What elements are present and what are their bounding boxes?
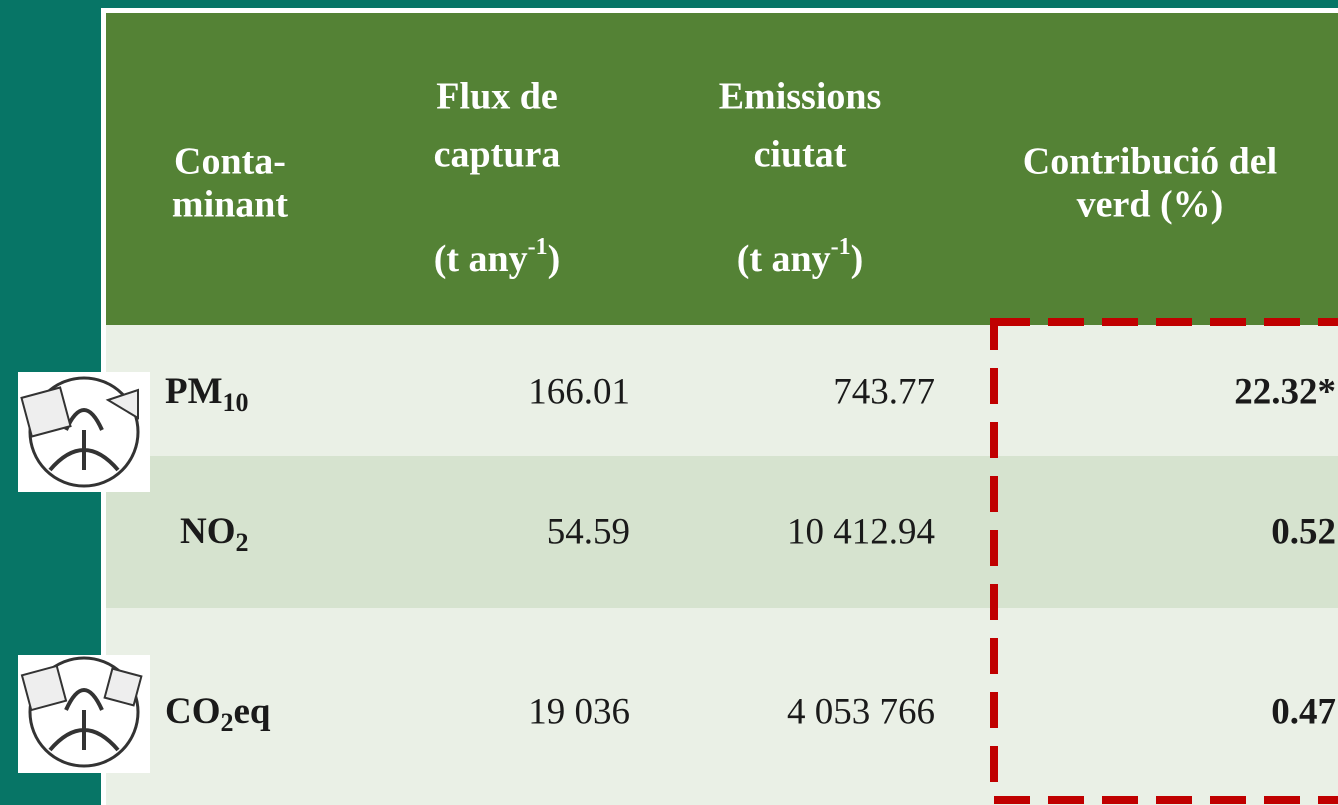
unit-part: ) [548, 238, 561, 280]
header-text: Contribució del [1023, 141, 1277, 183]
pollutant-part: NO [180, 511, 236, 552]
pollutant-part: 2 [236, 528, 249, 557]
icon-co2 [18, 655, 150, 773]
header-text: ciutat [754, 134, 847, 176]
unit-part: -1 [528, 234, 548, 260]
pollutant-part: 10 [223, 388, 249, 417]
unit-part: (t any [434, 238, 528, 280]
unit-part: ) [851, 238, 864, 280]
unit-part: (t any [737, 238, 831, 280]
header-text: Conta- [174, 141, 286, 183]
header-text: verd (%) [1077, 184, 1224, 226]
pollutant-part: 2 [221, 708, 234, 737]
header-text: Emissions [719, 76, 882, 118]
contribution: 0.47 [1271, 691, 1336, 732]
row-band [106, 608, 1338, 805]
flux: 166.01 [528, 371, 630, 412]
icon-pm [18, 372, 150, 492]
row-band [106, 325, 1338, 456]
page: Conta-minantFlux decaptura(t any-1)Emiss… [0, 0, 1338, 805]
pollutant-part: eq [234, 691, 271, 732]
contribution: 0.52 [1271, 511, 1336, 552]
unit-part: -1 [831, 234, 851, 260]
emissions: 4 053 766 [787, 691, 935, 732]
row-band [106, 456, 1338, 608]
header-text: Flux de [436, 76, 557, 118]
emissions: 743.77 [833, 371, 935, 412]
pollutant-part: PM [165, 371, 223, 412]
contribution: 22.32* [1234, 371, 1336, 412]
header-text: captura [434, 134, 561, 176]
pollutant: CO2eq [165, 691, 271, 736]
pollutant-part: CO [165, 691, 221, 732]
header-text: minant [172, 184, 288, 226]
flux: 54.59 [547, 511, 630, 552]
emissions: 10 412.94 [787, 511, 935, 552]
slide: Conta-minantFlux decaptura(t any-1)Emiss… [0, 0, 1338, 805]
flux: 19 036 [528, 691, 630, 732]
